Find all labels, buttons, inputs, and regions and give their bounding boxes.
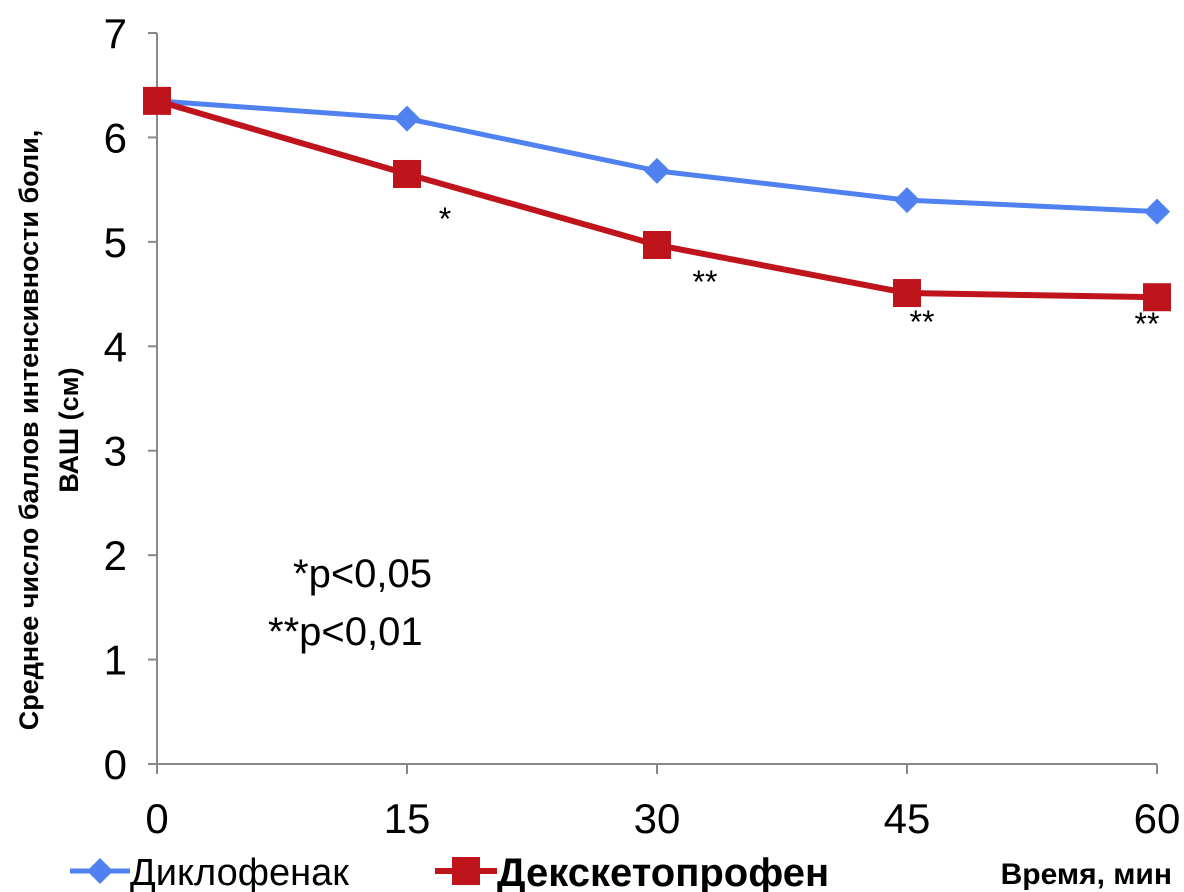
y-tick-label: 1 (104, 637, 127, 684)
legend-label-diclofenac: Диклофенак (130, 852, 349, 892)
legend-item-diclofenac: Диклофенак (70, 852, 349, 892)
legend-marker-square (452, 857, 480, 885)
x-tick-label: 45 (884, 795, 931, 842)
x-axis-ticks: 0 15 30 45 60 (145, 764, 1180, 842)
significance-marker: ** (693, 264, 718, 300)
data-point-square (893, 279, 921, 308)
series-layer (143, 86, 1171, 312)
series-line (156, 97, 1158, 301)
y-tick-label: 3 (104, 428, 127, 475)
data-point-diamond (644, 157, 670, 184)
y-tick-label: 2 (104, 532, 127, 579)
data-point-square (643, 230, 671, 259)
p-value-note-2: **p<0,01 (268, 610, 423, 654)
data-point-diamond (394, 105, 420, 132)
y-tick-label: 0 (104, 741, 127, 788)
y-tick-label: 6 (104, 114, 127, 161)
y-tick-label: 4 (104, 323, 127, 370)
x-tick-label: 60 (1134, 795, 1181, 842)
legend: Диклофенак Декскетопрофен (70, 851, 829, 892)
data-point-square (1143, 283, 1171, 312)
p-value-note-1: *p<0,05 (293, 552, 432, 596)
x-tick-label: 0 (145, 795, 168, 842)
series-dexketoprofen (143, 86, 1171, 312)
significance-marker: ** (1135, 306, 1160, 342)
legend-marker-diamond (87, 858, 113, 884)
y-tick-label: 7 (104, 10, 127, 57)
y-axis-label-line-2: ВАШ (см) (54, 367, 84, 492)
data-point-diamond (894, 187, 920, 214)
y-axis-label-line-1: Среднее число баллов интенсивности боли, (14, 130, 44, 731)
significance-annotations: ***** ** (439, 201, 1160, 342)
data-point-square (393, 159, 421, 188)
data-point-square (143, 86, 171, 115)
legend-item-dexketoprofen: Декскетопрофен (435, 851, 829, 892)
y-axis-label: Среднее число баллов интенсивности боли,… (14, 130, 84, 731)
data-point-diamond (1144, 198, 1170, 225)
significance-marker: * (439, 201, 451, 237)
x-tick-label: 15 (384, 795, 431, 842)
significance-marker: ** (910, 304, 935, 340)
legend-label-dexketoprofen: Декскетопрофен (497, 851, 829, 892)
series-line (156, 98, 1158, 215)
x-axis-label: Время, мин (1001, 858, 1172, 891)
y-axis-ticks: 0 1 2 3 4 5 6 7 (104, 10, 157, 788)
y-tick-label: 5 (104, 219, 127, 266)
x-tick-label: 30 (634, 795, 681, 842)
series-diclofenac (144, 87, 1170, 225)
